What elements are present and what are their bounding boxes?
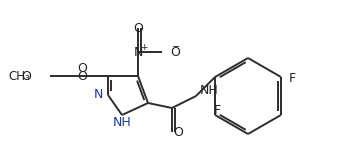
Text: −: − [172, 42, 180, 52]
Text: CH₃: CH₃ [8, 70, 30, 82]
Text: N: N [94, 89, 103, 101]
Text: O: O [170, 46, 180, 58]
Text: NH: NH [200, 85, 219, 97]
Text: F: F [289, 73, 296, 86]
Text: +: + [140, 43, 148, 52]
Text: N: N [133, 46, 143, 58]
Text: NH: NH [113, 116, 131, 130]
Text: O: O [133, 22, 143, 34]
Text: O: O [173, 125, 183, 138]
Text: O: O [77, 70, 87, 82]
Text: O: O [77, 61, 87, 74]
Text: O: O [21, 70, 31, 82]
Text: F: F [214, 104, 221, 117]
